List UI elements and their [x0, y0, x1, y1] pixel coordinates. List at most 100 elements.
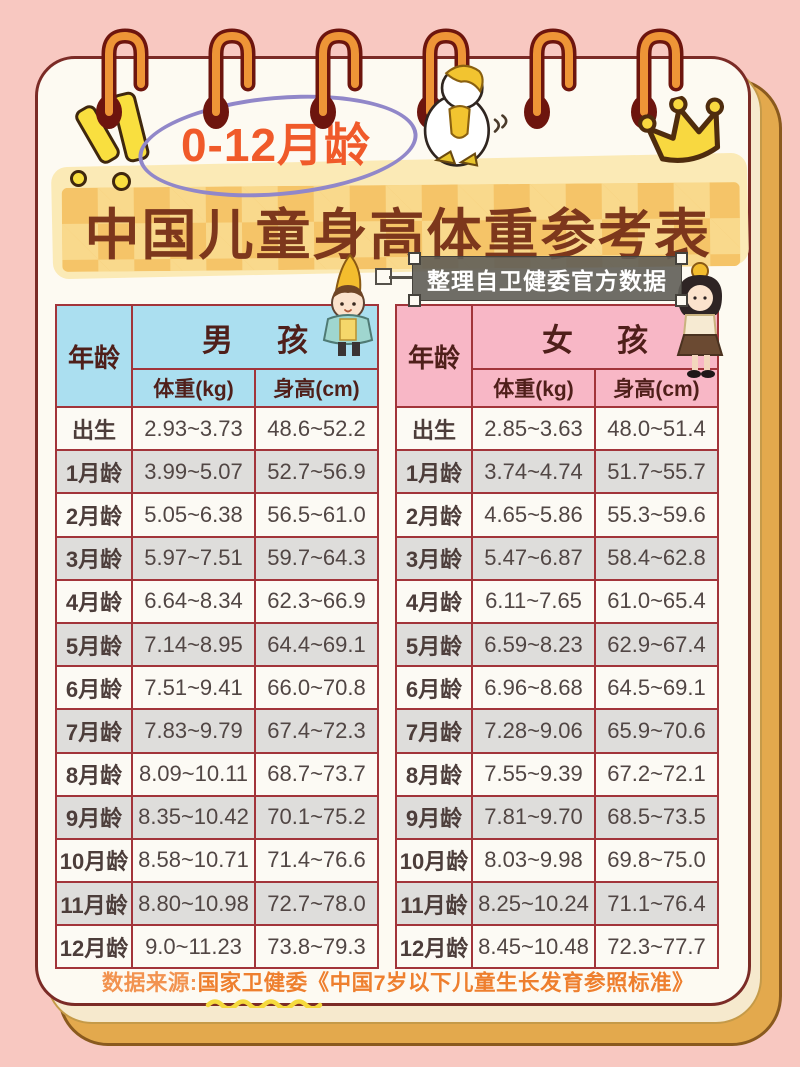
weight-range-cell: 5.97~7.51	[131, 535, 256, 581]
table-row: 11月龄 8.25~10.24 71.1~76.4	[395, 881, 719, 927]
weight-range-cell: 6.11~7.65	[471, 578, 596, 624]
age-cell: 7月龄	[55, 708, 133, 754]
weight-range-cell: 3.99~5.07	[131, 449, 256, 495]
table-row: 5月龄 7.14~8.95 64.4~69.1	[55, 621, 379, 668]
age-cell: 3月龄	[395, 535, 473, 581]
table-row: 9月龄 7.81~9.70 68.5~73.5	[395, 794, 719, 840]
height-range-cell: 55.3~59.6	[594, 492, 719, 538]
height-range-cell: 65.9~70.6	[594, 708, 719, 754]
height-range-cell: 67.4~72.3	[254, 708, 379, 754]
girl-table-title: 女孩	[471, 304, 719, 370]
selection-handle[interactable]	[408, 294, 421, 307]
boy-character-icon	[322, 254, 374, 356]
table-row: 2月龄 4.65~5.86 55.3~59.6	[395, 492, 719, 538]
height-range-cell: 51.7~55.7	[594, 449, 719, 495]
age-cell: 9月龄	[395, 794, 473, 840]
height-range-cell: 67.2~72.1	[594, 751, 719, 797]
height-range-cell: 62.3~66.9	[254, 578, 379, 624]
exclamation-dot-icon	[70, 170, 87, 187]
textbox-connector-line	[389, 276, 413, 279]
table-row: 5月龄 6.59~8.23 62.9~67.4	[395, 621, 719, 668]
binder-ring-icon	[524, 28, 577, 129]
weight-range-cell: 8.35~10.42	[131, 794, 256, 840]
age-column-header: 年龄	[395, 304, 473, 408]
boy-growth-table: 年龄 男孩 体重(kg) 身高(cm) 出生 2.93~3.73 48.6~52.2…	[55, 304, 379, 970]
age-cell: 3月龄	[55, 535, 133, 581]
height-range-cell: 72.7~78.0	[254, 881, 379, 927]
age-cell: 4月龄	[55, 578, 133, 624]
weight-range-cell: 5.47~6.87	[471, 535, 596, 581]
duck-mascot-icon	[423, 64, 508, 167]
source-badge[interactable]: 整理自卫健委官方数据	[412, 256, 682, 301]
binder-ring-icon	[310, 28, 363, 129]
table-row: 8月龄 8.09~10.11 68.7~73.7	[55, 751, 379, 797]
height-range-cell: 66.0~70.8	[254, 665, 379, 711]
height-range-cell: 59.7~64.3	[254, 535, 379, 581]
weight-range-cell: 2.93~3.73	[131, 405, 256, 452]
height-column-header: 身高(cm)	[254, 368, 379, 408]
age-column-header: 年龄	[55, 304, 133, 408]
age-cell: 10月龄	[395, 837, 473, 884]
data-source-prefix: 数据来源:	[101, 971, 198, 995]
age-cell: 2月龄	[55, 492, 133, 538]
height-range-cell: 62.9~67.4	[594, 621, 719, 668]
weight-range-cell: 8.45~10.48	[471, 924, 596, 970]
height-range-cell: 69.8~75.0	[594, 837, 719, 884]
table-row: 10月龄 8.03~9.98 69.8~75.0	[395, 837, 719, 884]
exclamation-dot-icon	[112, 172, 131, 191]
age-cell: 6月龄	[55, 665, 133, 711]
table-row: 4月龄 6.64~8.34 62.3~66.9	[55, 578, 379, 624]
age-cell: 12月龄	[55, 924, 133, 970]
age-cell: 11月龄	[395, 881, 473, 927]
table-row: 6月龄 6.96~8.68 64.5~69.1	[395, 665, 719, 711]
table-row: 4月龄 6.11~7.65 61.0~65.4	[395, 578, 719, 624]
age-cell: 8月龄	[55, 751, 133, 797]
table-row: 12月龄 8.45~10.48 72.3~77.7	[395, 924, 719, 970]
data-source-note: 数据来源:国家卫健委《中国7岁以下儿童生长发育参照标准》	[40, 966, 756, 997]
binder-ring-icon	[203, 28, 256, 129]
age-cell: 10月龄	[55, 837, 133, 884]
age-cell: 出生	[55, 405, 133, 452]
age-cell: 出生	[395, 405, 473, 452]
girl-growth-table: 年龄 女孩 体重(kg) 身高(cm) 出生 2.85~3.63 48.0~51.4…	[395, 304, 719, 970]
selection-handle[interactable]	[408, 252, 421, 265]
weight-range-cell: 5.05~6.38	[131, 492, 256, 538]
girl-character-icon	[676, 262, 724, 378]
weight-range-cell: 4.65~5.86	[471, 492, 596, 538]
selection-handle[interactable]	[675, 294, 688, 307]
age-cell: 11月龄	[55, 881, 133, 927]
age-cell: 5月龄	[55, 621, 133, 668]
data-source-text: 国家卫健委《中国7岁以下儿童生长发育参照标准》	[197, 971, 695, 995]
table-row: 3月龄 5.47~6.87 58.4~62.8	[395, 535, 719, 581]
table-row: 3月龄 5.97~7.51 59.7~64.3	[55, 535, 379, 581]
weight-range-cell: 7.81~9.70	[471, 794, 596, 840]
table-row: 6月龄 7.51~9.41 66.0~70.8	[55, 665, 379, 711]
height-range-cell: 70.1~75.2	[254, 794, 379, 840]
height-range-cell: 61.0~65.4	[594, 578, 719, 624]
age-cell: 8月龄	[395, 751, 473, 797]
weight-range-cell: 6.64~8.34	[131, 578, 256, 624]
table-row: 8月龄 7.55~9.39 67.2~72.1	[395, 751, 719, 797]
age-cell: 9月龄	[55, 794, 133, 840]
weight-range-cell: 7.51~9.41	[131, 665, 256, 711]
age-cell: 1月龄	[55, 449, 133, 495]
height-range-cell: 52.7~56.9	[254, 449, 379, 495]
table-row: 7月龄 7.83~9.79 67.4~72.3	[55, 708, 379, 754]
crown-icon	[638, 95, 725, 163]
weight-range-cell: 8.25~10.24	[471, 881, 596, 927]
weight-range-cell: 6.59~8.23	[471, 621, 596, 668]
height-range-cell: 64.4~69.1	[254, 621, 379, 668]
table-row: 12月龄 9.0~11.23 73.8~79.3	[55, 924, 379, 970]
weight-range-cell: 3.74~4.74	[471, 449, 596, 495]
weight-range-cell: 7.83~9.79	[131, 708, 256, 754]
height-range-cell: 68.7~73.7	[254, 751, 379, 797]
age-cell: 1月龄	[395, 449, 473, 495]
table-row: 出生 2.93~3.73 48.6~52.2	[55, 405, 379, 452]
age-cell: 5月龄	[395, 621, 473, 668]
weight-range-cell: 8.09~10.11	[131, 751, 256, 797]
selection-handle[interactable]	[675, 252, 688, 265]
table-row: 7月龄 7.28~9.06 65.9~70.6	[395, 708, 719, 754]
age-cell: 6月龄	[395, 665, 473, 711]
binder-ring-icon	[96, 28, 149, 129]
weight-range-cell: 7.28~9.06	[471, 708, 596, 754]
